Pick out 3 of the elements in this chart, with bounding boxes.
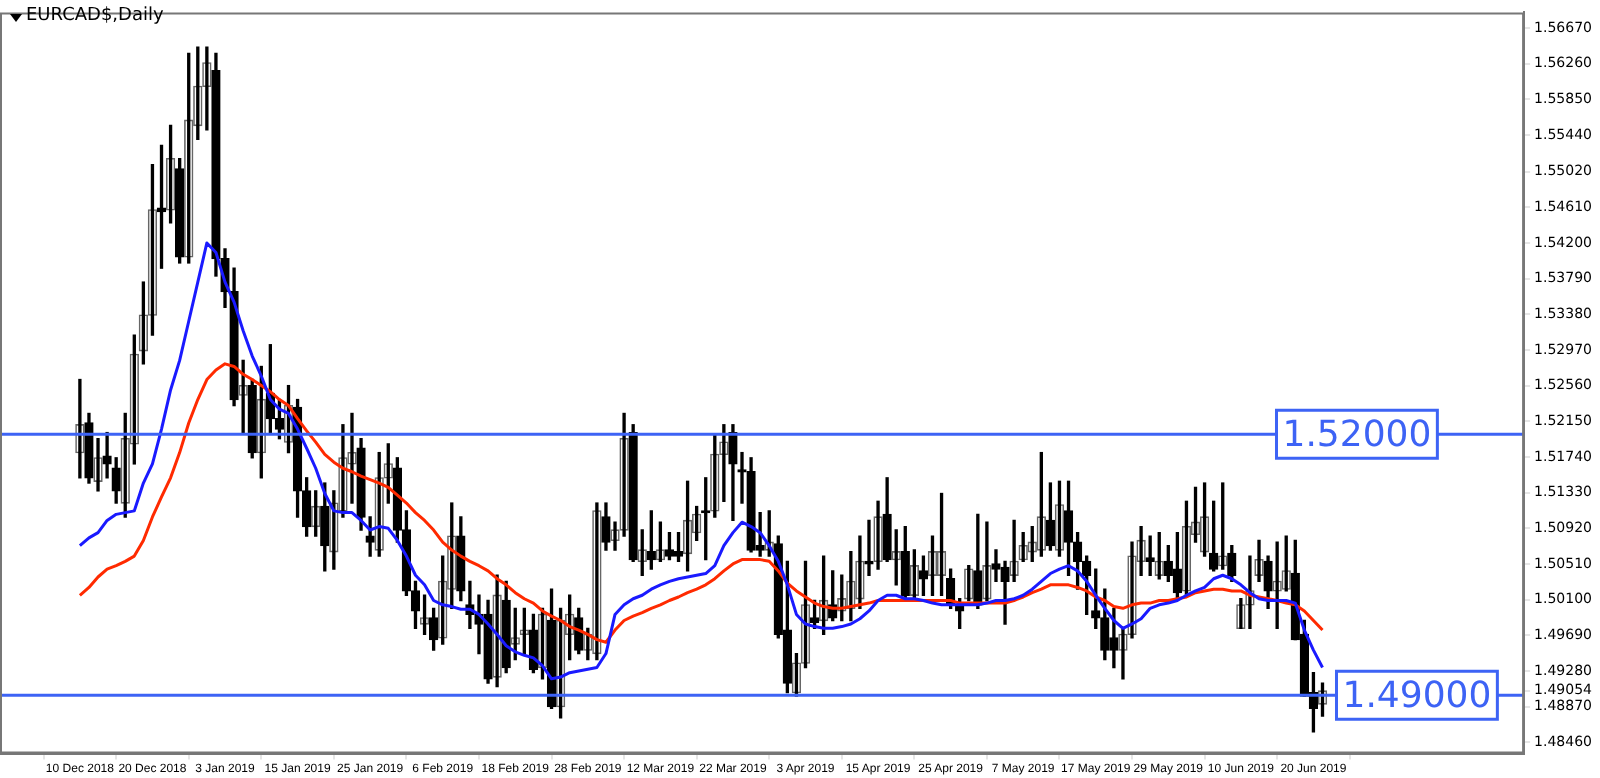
- ref-line-label: 1.52000: [1282, 413, 1432, 456]
- ref-line-label: 1.49000: [1342, 674, 1492, 717]
- chart-title: EURCAD$,Daily: [26, 6, 164, 26]
